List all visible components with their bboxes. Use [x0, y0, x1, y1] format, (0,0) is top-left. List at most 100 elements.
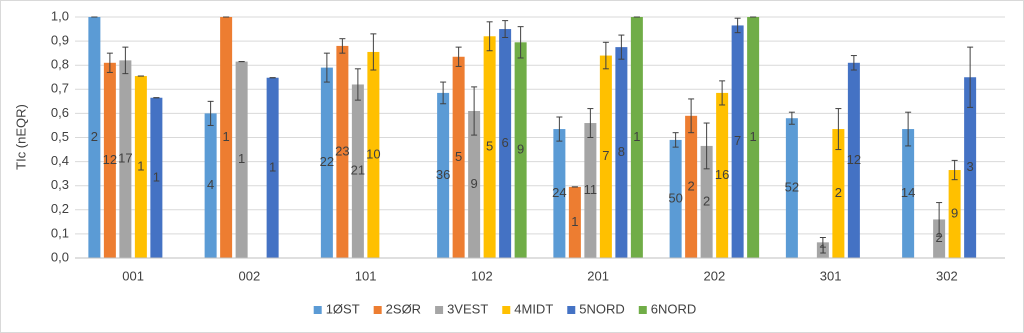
data-label: 1	[223, 129, 230, 144]
bar	[266, 77, 279, 259]
y-tick-label: 0,3	[51, 177, 69, 192]
error-bar	[905, 111, 912, 147]
bar	[134, 76, 147, 258]
error-bar	[967, 46, 974, 108]
y-tick-label: 0,1	[51, 225, 69, 240]
error-bar	[835, 108, 842, 151]
bar	[568, 186, 581, 258]
error-bar	[455, 46, 462, 67]
bar	[615, 47, 628, 258]
data-label: 8	[618, 144, 625, 159]
bar	[685, 115, 698, 258]
bar	[902, 129, 915, 258]
bar	[367, 51, 380, 258]
bar	[599, 55, 612, 259]
data-label: 2	[936, 230, 943, 245]
bar	[150, 97, 163, 258]
error-bar	[370, 33, 377, 71]
error-bar	[951, 159, 958, 181]
error-bar	[618, 34, 625, 60]
data-label: 1	[238, 151, 245, 166]
error-bar	[587, 108, 594, 138]
bar	[351, 84, 364, 258]
legend-swatch	[313, 306, 322, 314]
error-bar	[339, 38, 346, 54]
data-label: 23	[335, 143, 349, 158]
data-label: 1	[633, 129, 640, 144]
y-tick-label: 0,2	[51, 201, 69, 216]
error-bar	[471, 86, 478, 136]
y-tick-label: 0,0	[51, 249, 69, 264]
error-bar	[517, 26, 524, 59]
bar	[669, 139, 682, 258]
data-label: 50	[668, 190, 682, 205]
bar	[630, 17, 643, 258]
bar	[553, 129, 566, 258]
bar	[700, 145, 713, 258]
error-bar	[688, 98, 695, 134]
error-bar	[440, 81, 447, 105]
data-label: 21	[351, 163, 365, 178]
bar	[933, 219, 946, 258]
error-bar	[502, 20, 509, 38]
data-label: 2	[703, 193, 710, 208]
bar	[437, 92, 450, 258]
bar	[832, 129, 845, 258]
data-label: 5	[486, 139, 493, 154]
y-tick-label: 0,4	[51, 153, 69, 168]
x-tick-label: 301	[820, 268, 842, 283]
error-bar	[672, 132, 679, 148]
x-tick-label: 302	[936, 268, 958, 283]
data-label: 1	[153, 169, 160, 184]
bar	[336, 45, 349, 258]
data-label: 12	[847, 152, 861, 167]
legend-label: 1ØST	[326, 301, 360, 316]
data-label: 9	[517, 142, 524, 157]
data-label: 1	[269, 159, 276, 174]
x-tick-label: 102	[471, 268, 493, 283]
y-tick-label: 0,6	[51, 105, 69, 120]
bar	[816, 242, 829, 258]
x-tick-label: 101	[355, 268, 377, 283]
bar	[483, 36, 496, 258]
data-label: 7	[734, 133, 741, 148]
data-label: 6	[502, 135, 509, 150]
data-label: 3	[967, 159, 974, 174]
error-bar	[819, 237, 826, 248]
error-bar	[788, 111, 795, 125]
bar	[584, 123, 597, 258]
bar	[514, 42, 527, 259]
legend-swatch	[373, 306, 382, 314]
error-bar	[850, 55, 857, 71]
error-bar	[936, 202, 943, 237]
data-label: 10	[366, 146, 380, 161]
legend-label: 2SØR	[386, 301, 421, 316]
data-label: 17	[118, 151, 132, 166]
error-bar	[323, 52, 330, 83]
error-bar	[207, 100, 214, 126]
data-label: 12	[103, 152, 117, 167]
error-bar	[486, 21, 493, 52]
bar	[88, 17, 101, 258]
error-bar	[354, 68, 361, 101]
error-bar	[703, 122, 710, 170]
legend-swatch	[502, 306, 511, 314]
data-label: 2	[688, 178, 695, 193]
y-tick-label: 0,5	[51, 129, 69, 144]
x-tick-label: 002	[239, 268, 261, 283]
bar	[452, 56, 465, 258]
y-axis-label: TIc (nEQR)	[13, 104, 28, 170]
legend-label: 5NORD	[579, 301, 625, 316]
data-label: 11	[584, 182, 598, 197]
bar	[847, 62, 860, 258]
bar	[235, 61, 248, 259]
data-label: 7	[602, 148, 609, 163]
error-bar	[602, 41, 609, 70]
data-label: 1	[750, 129, 757, 144]
bar	[716, 92, 729, 258]
error-bar	[106, 52, 113, 73]
data-label: 14	[901, 185, 915, 200]
legend-swatch	[435, 306, 444, 314]
legend-swatch	[638, 306, 647, 314]
legend-swatch	[567, 306, 576, 314]
